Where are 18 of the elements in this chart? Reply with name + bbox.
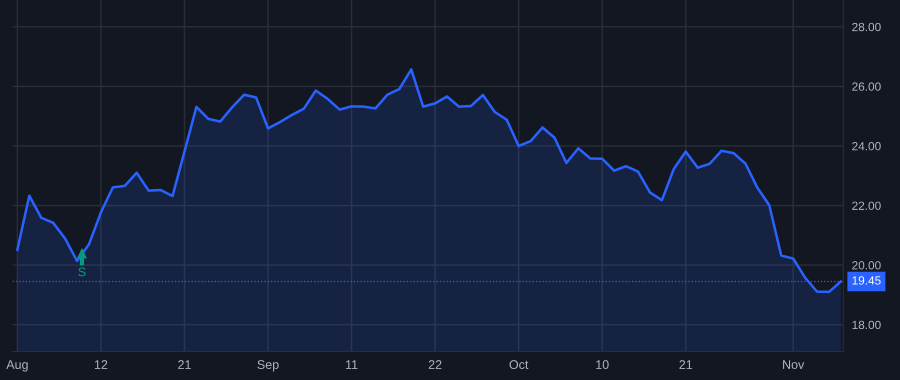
x-tick-label: 21 xyxy=(178,360,191,369)
y-tick-label: 26.00 xyxy=(852,82,881,91)
x-tick-label: 22 xyxy=(428,360,442,369)
x-tick-label: 10 xyxy=(596,360,609,370)
y-tick-label: 18.00 xyxy=(852,320,881,330)
x-tick-label: 11 xyxy=(346,360,358,369)
x-tick-label: Oct xyxy=(510,360,528,370)
y-tick-label: 20.00 xyxy=(852,261,881,270)
x-tick-label: 12 xyxy=(94,360,108,369)
annotation: S xyxy=(78,267,86,276)
x-tick-label: Nov xyxy=(783,360,804,370)
y-tick-label: 24.00 xyxy=(852,142,881,150)
x-tick-label: Aug xyxy=(6,360,28,372)
y-tick-label: 28.00 xyxy=(852,22,881,32)
x-tick-label: 21 xyxy=(679,360,692,369)
x-tick-label: Sep xyxy=(257,360,279,372)
ref-line-label: 19.45 xyxy=(852,276,881,285)
y-tick-label: 22.00 xyxy=(852,202,881,210)
